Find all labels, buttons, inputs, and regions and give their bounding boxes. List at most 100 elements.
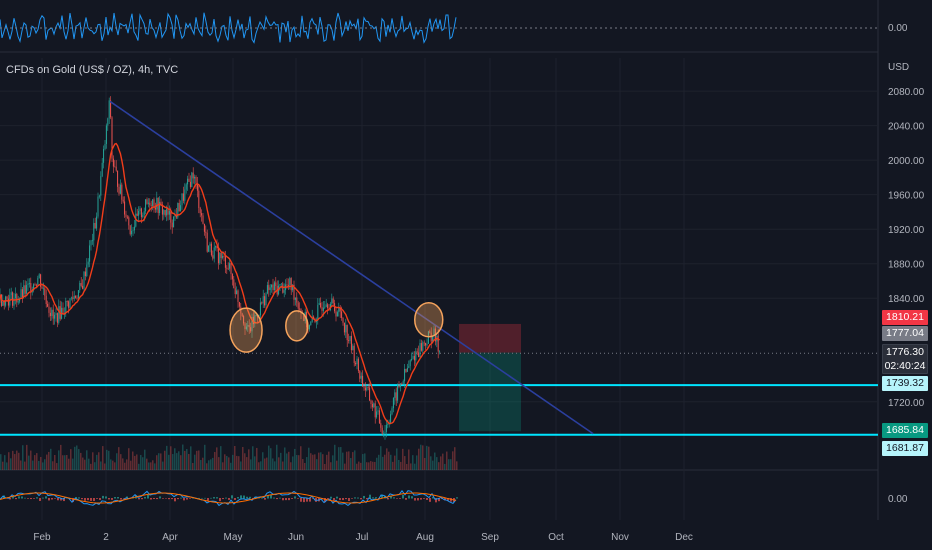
candle-body bbox=[62, 307, 64, 314]
candle-body bbox=[282, 283, 284, 293]
candle-body bbox=[384, 431, 386, 434]
candle-body bbox=[409, 360, 411, 367]
macd-histogram-bar bbox=[264, 498, 266, 500]
candle-body bbox=[17, 301, 19, 303]
macd-histogram-bar bbox=[111, 498, 113, 500]
volume-bar bbox=[34, 455, 36, 470]
volume-bar bbox=[102, 446, 104, 470]
candle-body bbox=[209, 243, 211, 246]
macd-histogram-bar bbox=[48, 498, 50, 501]
candle-body bbox=[51, 309, 53, 317]
volume-bar bbox=[4, 455, 6, 470]
x-tick-label-0: Feb bbox=[33, 532, 51, 543]
candle-body bbox=[317, 304, 319, 320]
macd-histogram-bar bbox=[396, 498, 398, 499]
macd-histogram-bar bbox=[102, 495, 104, 499]
candle-body bbox=[303, 313, 305, 321]
candle-body bbox=[191, 172, 193, 188]
volume-bar bbox=[98, 452, 100, 470]
volume-bar bbox=[302, 459, 304, 470]
candle-body bbox=[433, 328, 435, 336]
candle-body bbox=[394, 392, 396, 398]
y-tick-label-0: 2080.00 bbox=[888, 87, 925, 98]
candle-body bbox=[124, 201, 126, 215]
volume-bar bbox=[372, 461, 374, 470]
candle-body bbox=[33, 284, 35, 290]
macd-histogram-bar bbox=[234, 498, 236, 500]
macd-histogram-bar bbox=[447, 498, 449, 501]
volume-bar bbox=[296, 455, 298, 470]
volume-bar bbox=[206, 463, 208, 470]
candle-body bbox=[23, 285, 25, 298]
volume-bar bbox=[388, 451, 390, 470]
volume-bar bbox=[238, 456, 240, 470]
macd-histogram-bar bbox=[366, 498, 368, 500]
candle-body bbox=[237, 290, 239, 302]
volume-bar bbox=[414, 463, 416, 470]
candle-body bbox=[412, 355, 414, 359]
volume-bar bbox=[150, 462, 152, 470]
macd-histogram-bar bbox=[54, 498, 56, 499]
volume-bar bbox=[390, 454, 392, 470]
candle-body bbox=[378, 410, 380, 424]
candle-body bbox=[160, 201, 162, 205]
volume-bar bbox=[38, 460, 40, 470]
candle-body bbox=[205, 231, 207, 233]
candle-body bbox=[55, 313, 57, 315]
volume-bar bbox=[258, 462, 260, 470]
volume-bar bbox=[366, 462, 368, 470]
macd-histogram-bar bbox=[348, 498, 350, 502]
volume-bar bbox=[188, 453, 190, 470]
volume-bar bbox=[124, 462, 126, 470]
candle-body bbox=[2, 301, 4, 306]
candle-body bbox=[406, 367, 408, 372]
volume-bar bbox=[294, 448, 296, 470]
candle-body bbox=[21, 289, 23, 298]
last-price-badge: 1776.30 02:40:24 bbox=[882, 344, 928, 374]
candle-body bbox=[229, 263, 231, 269]
candle-body bbox=[131, 230, 133, 235]
volume-bar bbox=[374, 461, 376, 470]
candle-body bbox=[12, 292, 14, 306]
candle-body bbox=[241, 313, 243, 317]
candle-body bbox=[129, 225, 131, 235]
x-tick-label-4: Jun bbox=[288, 532, 304, 543]
candle-body bbox=[114, 166, 116, 168]
macd-histogram-bar bbox=[324, 498, 326, 503]
volume-bar bbox=[22, 445, 24, 470]
candle-body bbox=[352, 345, 354, 351]
candle-body bbox=[47, 304, 49, 307]
candle-body bbox=[231, 274, 233, 280]
volume-bar bbox=[270, 448, 272, 470]
candle-body bbox=[250, 327, 252, 332]
candle-body bbox=[167, 208, 169, 215]
volume-bar bbox=[110, 459, 112, 470]
volume-bar bbox=[450, 459, 452, 470]
volume-bar bbox=[164, 450, 166, 470]
macd-histogram-bar bbox=[144, 496, 146, 499]
volume-bar bbox=[96, 454, 98, 470]
macd-histogram-bar bbox=[267, 495, 269, 499]
volume-bar bbox=[348, 451, 350, 470]
candle-body bbox=[66, 300, 68, 302]
candle-body bbox=[210, 243, 212, 256]
macd-histogram-bar bbox=[390, 495, 392, 499]
candle-body bbox=[227, 268, 229, 270]
volume-bar bbox=[314, 454, 316, 470]
volume-bar bbox=[82, 457, 84, 470]
volume-bar bbox=[80, 452, 82, 470]
candle-body bbox=[7, 298, 9, 306]
volume-bar bbox=[408, 449, 410, 470]
volume-bar bbox=[416, 455, 418, 470]
candle-body bbox=[266, 285, 268, 294]
volume-bar bbox=[200, 459, 202, 470]
macd-histogram-bar bbox=[27, 498, 29, 499]
candle-body bbox=[224, 256, 226, 268]
volume-bar bbox=[44, 459, 46, 470]
candle-body bbox=[243, 316, 245, 324]
candle-body bbox=[94, 222, 96, 229]
volume-bar bbox=[246, 457, 248, 470]
volume-bar bbox=[370, 461, 372, 470]
take-profit-zone bbox=[459, 352, 521, 432]
